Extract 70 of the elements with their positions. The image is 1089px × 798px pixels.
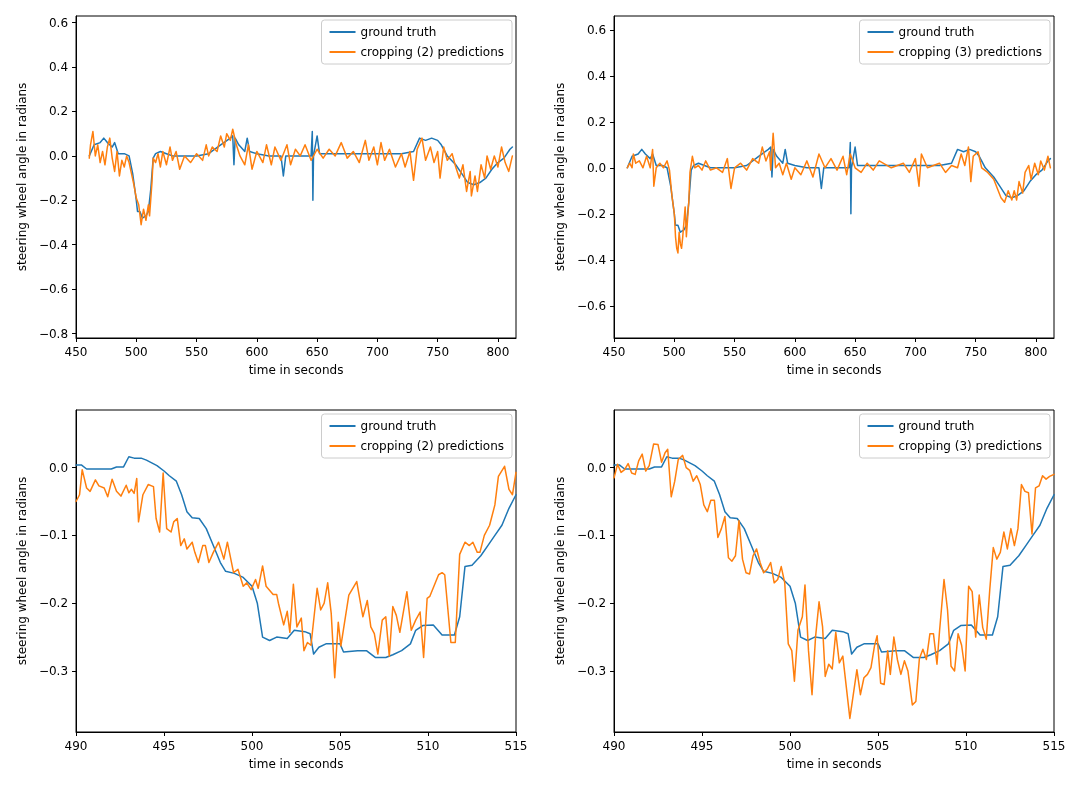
y-tick-label: −0.1 xyxy=(576,528,607,543)
x-tick-label: 600 xyxy=(783,345,807,359)
legend-label: cropping (3) predictions xyxy=(898,45,1042,59)
x-axis-title: time in seconds xyxy=(786,757,882,771)
line-series xyxy=(626,141,1052,233)
x-tick-label: 450 xyxy=(602,345,626,359)
legend-label: ground truth xyxy=(360,419,437,433)
y-axis-title: steering wheel angle in radians xyxy=(553,476,567,666)
x-tick-label: 495 xyxy=(690,739,714,753)
x-tick-label: 700 xyxy=(903,345,927,359)
y-tick-label: 0.0 xyxy=(586,160,607,175)
y-tick-label: −0.8 xyxy=(38,326,69,341)
line-series xyxy=(613,456,1055,659)
y-axis-title: steering wheel angle in radians xyxy=(553,82,567,272)
y-tick-label: −0.6 xyxy=(38,282,69,297)
x-tick-label: 750 xyxy=(426,345,450,359)
x-tick-label: 505 xyxy=(328,739,352,753)
x-tick-label: 800 xyxy=(1024,345,1048,359)
y-tick-label: 0.6 xyxy=(586,22,607,37)
line-series xyxy=(626,132,1052,254)
x-tick-label: 500 xyxy=(778,739,802,753)
legend-label: ground truth xyxy=(898,25,975,39)
x-tick-label: 650 xyxy=(843,345,867,359)
legend-label: cropping (2) predictions xyxy=(360,45,504,59)
x-tick-label: 510 xyxy=(416,739,440,753)
x-tick-label: 650 xyxy=(305,345,329,359)
x-tick-label: 700 xyxy=(365,345,389,359)
x-tick-label: 800 xyxy=(486,345,510,359)
y-tick-label: −0.4 xyxy=(38,237,69,252)
x-tick-label: 450 xyxy=(64,345,88,359)
y-tick-label: 0.2 xyxy=(586,114,607,129)
y-tick-label: 0.2 xyxy=(48,104,69,119)
legend-label: cropping (2) predictions xyxy=(360,439,504,453)
y-tick-label: −0.6 xyxy=(576,298,607,313)
x-tick-label: 490 xyxy=(602,739,626,753)
x-tick-label: 500 xyxy=(240,739,264,753)
x-axis-title: time in seconds xyxy=(248,363,344,377)
x-tick-label: 750 xyxy=(964,345,988,359)
y-tick-label: −0.2 xyxy=(576,596,607,611)
y-tick-label: 0.6 xyxy=(48,15,69,30)
x-tick-label: 510 xyxy=(954,739,978,753)
y-tick-label: −0.1 xyxy=(38,528,69,543)
legend-label: cropping (3) predictions xyxy=(898,439,1042,453)
y-tick-label: −0.2 xyxy=(38,596,69,611)
y-tick-label: 0.0 xyxy=(48,460,69,475)
x-tick-label: 550 xyxy=(185,345,209,359)
y-tick-label: 0.4 xyxy=(586,68,607,83)
y-tick-label: −0.3 xyxy=(38,663,69,678)
x-tick-label: 515 xyxy=(504,739,528,753)
y-tick-label: 0.0 xyxy=(586,460,607,475)
x-tick-label: 500 xyxy=(662,345,686,359)
x-tick-label: 550 xyxy=(723,345,747,359)
x-axis-title: time in seconds xyxy=(786,363,882,377)
x-tick-label: 515 xyxy=(1042,739,1066,753)
x-tick-label: 500 xyxy=(124,345,148,359)
y-tick-label: 0.4 xyxy=(48,60,69,75)
x-tick-label: 600 xyxy=(245,345,269,359)
x-tick-label: 505 xyxy=(866,739,890,753)
legend-label: ground truth xyxy=(360,25,437,39)
y-tick-label: −0.4 xyxy=(576,252,607,267)
x-tick-label: 490 xyxy=(64,739,88,753)
x-axis-title: time in seconds xyxy=(248,757,344,771)
y-tick-label: 0.0 xyxy=(48,148,69,163)
x-tick-label: 495 xyxy=(152,739,176,753)
y-tick-label: −0.2 xyxy=(576,206,607,221)
legend-label: ground truth xyxy=(898,419,975,433)
y-axis-title: steering wheel angle in radians xyxy=(15,476,29,666)
y-axis-title: steering wheel angle in radians xyxy=(15,82,29,272)
y-tick-label: −0.2 xyxy=(38,193,69,208)
y-tick-label: −0.3 xyxy=(576,663,607,678)
